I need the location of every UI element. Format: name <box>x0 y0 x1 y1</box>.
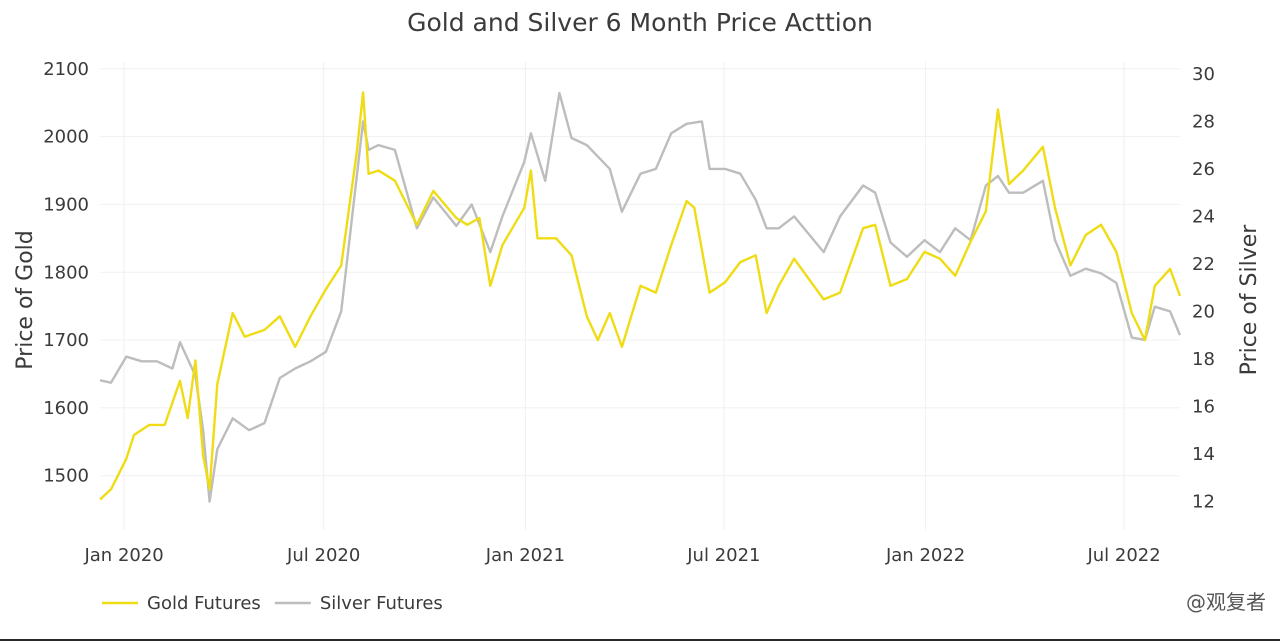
right-tick-label: 12 <box>1192 491 1215 512</box>
right-axis-ticks: 12 14 16 18 20 22 24 26 28 30 <box>1192 64 1215 513</box>
silver-series-line <box>99 91 1182 503</box>
right-tick-label: 30 <box>1192 64 1215 85</box>
x-axis-ticks: Jan 2020 Jul 2020 Jan 2021 Jul 2021 Jan 2022… <box>83 545 1160 566</box>
chart-title: Gold and Silver 6 Month Price Acttion <box>407 8 873 37</box>
left-tick-label: 2000 <box>43 127 89 148</box>
gold-series-line <box>99 91 1182 501</box>
right-axis-title: Price of Silver <box>1237 224 1262 376</box>
left-tick-label: 1500 <box>43 466 89 487</box>
x-tick-label: Jul 2020 <box>286 545 360 566</box>
x-tick-label: Jan 2021 <box>485 545 565 566</box>
left-tick-label: 1600 <box>43 398 89 419</box>
watermark: @观复者 <box>1186 590 1266 614</box>
legend: Gold Futures Silver Futures <box>102 593 443 614</box>
legend-label: Gold Futures <box>147 593 261 614</box>
left-tick-label: 1900 <box>43 194 89 215</box>
series-lines <box>99 91 1182 503</box>
gridlines <box>100 62 1180 530</box>
x-tick-label: Jul 2021 <box>686 545 760 566</box>
right-tick-label: 24 <box>1192 206 1215 227</box>
right-tick-label: 26 <box>1192 159 1215 180</box>
x-tick-label: Jan 2022 <box>885 545 965 566</box>
left-axis-title: Price of Gold <box>13 230 38 369</box>
right-tick-label: 14 <box>1192 444 1215 465</box>
right-tick-label: 16 <box>1192 396 1215 417</box>
left-axis-ticks: 1500 1600 1700 1800 1900 2000 2100 <box>43 59 89 487</box>
legend-label: Silver Futures <box>320 593 443 614</box>
left-tick-label: 1700 <box>43 330 89 351</box>
right-tick-label: 18 <box>1192 349 1215 370</box>
right-tick-label: 22 <box>1192 254 1215 275</box>
left-tick-label: 1800 <box>43 262 89 283</box>
left-tick-label: 2100 <box>43 59 89 80</box>
right-tick-label: 20 <box>1192 301 1215 322</box>
x-tick-label: Jan 2020 <box>83 545 163 566</box>
right-tick-label: 28 <box>1192 111 1215 132</box>
x-tick-label: Jul 2022 <box>1086 545 1160 566</box>
